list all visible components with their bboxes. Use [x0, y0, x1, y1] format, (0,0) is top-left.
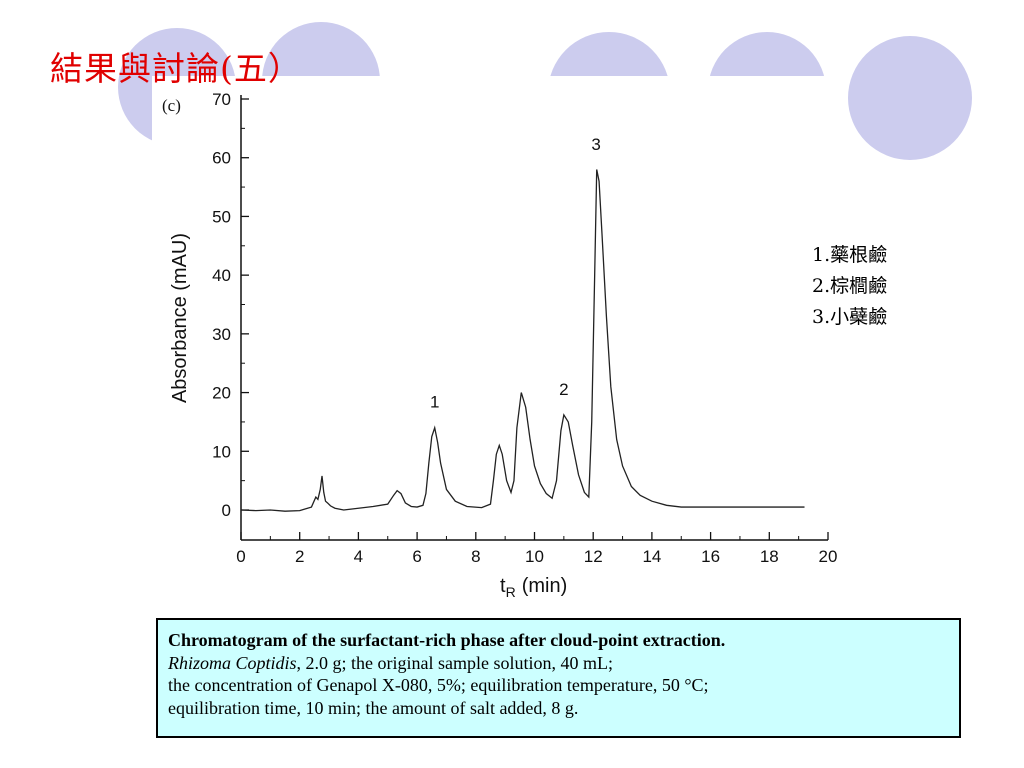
x-axis-title: tR (min)	[500, 575, 567, 600]
y-tick-label-60: 60	[212, 149, 231, 168]
x-tick-label-20: 20	[819, 547, 838, 566]
chart-peak-labels: 1 2 3	[430, 135, 601, 411]
y-tick-label-50: 50	[212, 207, 231, 226]
y-tick-label-10: 10	[212, 442, 231, 461]
x-axis-title-unit: (min)	[522, 575, 568, 597]
x-tick-label-16: 16	[701, 547, 720, 566]
peak-legend: 1.藥根鹼 2.棕櫚鹼 3.小蘗鹼	[812, 240, 887, 333]
caption-line-4: equilibration time, 10 min; the amount o…	[168, 697, 579, 718]
caption-line-3: the concentration of Genapol X-080, 5%; …	[168, 675, 709, 695]
x-tick-label-6: 6	[412, 547, 421, 566]
x-tick-label-0: 0	[236, 547, 245, 566]
peak-label-3: 3	[591, 135, 600, 154]
x-tick-label-2: 2	[295, 547, 304, 566]
peak-label-1: 1	[430, 392, 439, 411]
peak-label-2: 2	[559, 380, 568, 399]
y-tick-label-20: 20	[212, 384, 231, 403]
chart-axes	[240, 95, 828, 541]
x-tick-label-12: 12	[584, 547, 603, 566]
decor-circle-5	[848, 36, 972, 160]
x-tick-label-8: 8	[471, 547, 480, 566]
caption-line-2: Rhizoma Coptidis, 2.0 g; the original sa…	[168, 652, 949, 675]
caption-sample-name: Rhizoma Coptidis	[168, 652, 297, 673]
x-tick-label-18: 18	[760, 547, 779, 566]
caption-line-1: Chromatogram of the surfactant-rich phas…	[168, 630, 726, 650]
caption-line-2-rest: , 2.0 g; the original sample solution, 4…	[296, 652, 613, 673]
x-axis-title-main: t	[500, 575, 506, 597]
legend-item-1: 1.藥根鹼	[812, 244, 888, 266]
legend-item-3: 3.小蘗鹼	[812, 306, 888, 328]
y-axis-title: Absorbance (mAU)	[169, 233, 191, 403]
caption-box: Chromatogram of the surfactant-rich phas…	[156, 618, 961, 738]
y-tick-label-40: 40	[212, 266, 231, 285]
chart-ticks	[240, 98, 829, 540]
x-tick-label-4: 4	[354, 547, 363, 566]
plot-panel-background	[152, 76, 842, 596]
x-axis-title-sub: R	[506, 584, 516, 600]
panel-label: (c)	[162, 96, 181, 115]
x-tick-label-14: 14	[642, 547, 661, 566]
y-tick-label-70: 70	[212, 90, 231, 109]
slide-title: 結果與討論(五）	[50, 49, 302, 88]
chromatogram-line	[240, 169, 805, 512]
x-tick-label-10: 10	[525, 547, 544, 566]
y-tick-label-0: 0	[222, 501, 231, 520]
y-tick-label-30: 30	[212, 325, 231, 344]
legend-item-2: 2.棕櫚鹼	[812, 275, 888, 297]
